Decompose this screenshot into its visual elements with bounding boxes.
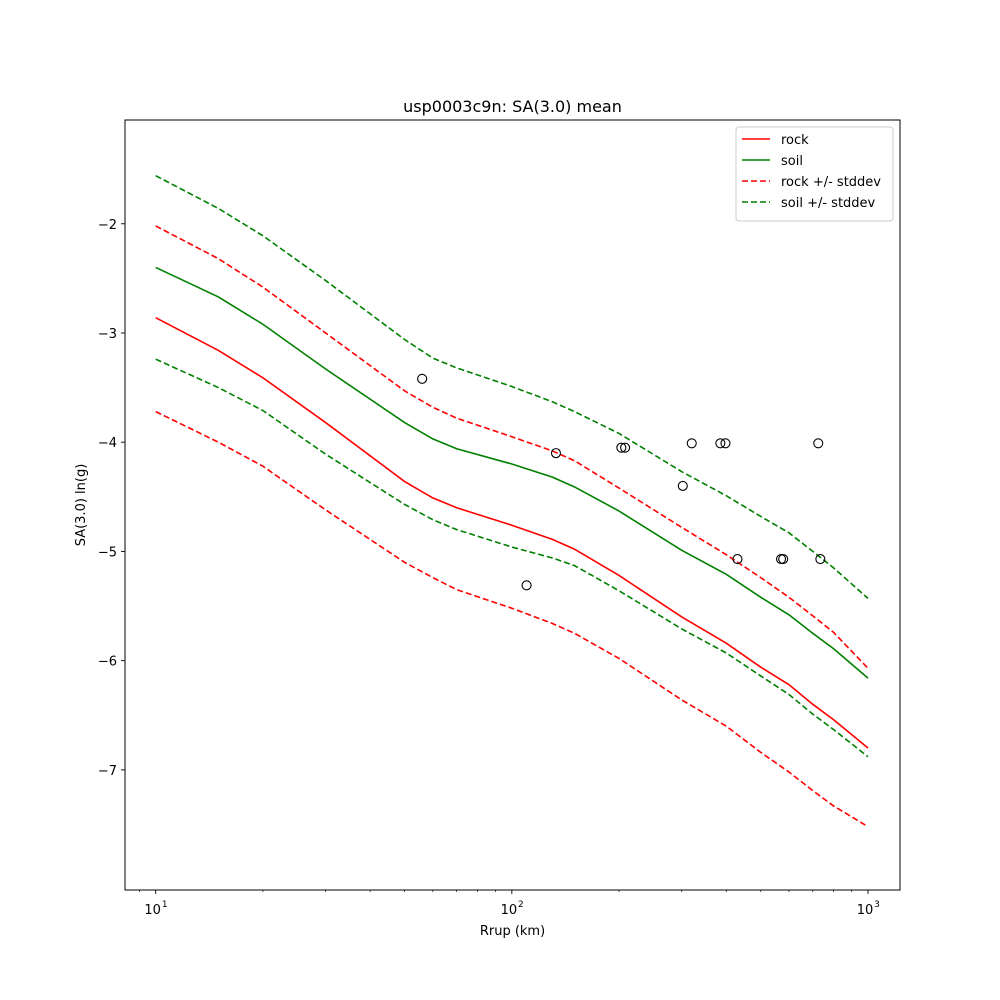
series-line-1 — [155, 266, 869, 679]
y-tick-label: −4 — [98, 436, 117, 451]
scatter-layer — [417, 373, 826, 591]
scatter-point — [686, 438, 697, 449]
scatter-point — [778, 554, 789, 565]
scatter-point — [677, 480, 688, 491]
x-tick-label: 10 — [144, 903, 161, 918]
x-tick-label: 10 — [857, 903, 874, 918]
x-tick-exponent: 2 — [518, 900, 524, 910]
x-tick-exponent: 3 — [874, 900, 880, 910]
scatter-point — [813, 438, 824, 449]
legend-label: rock — [781, 133, 809, 148]
y-axis: −2 −3 −4 −5 −6 −7 — [98, 218, 125, 779]
series-line-3 — [155, 410, 869, 828]
scatter-point — [715, 438, 726, 449]
y-tick-label: −7 — [98, 764, 117, 779]
scatter-point — [775, 554, 787, 565]
scatter-point — [616, 442, 627, 453]
x-tick-exponent: 1 — [162, 900, 168, 910]
series-layer — [155, 174, 869, 828]
series-line-0 — [155, 316, 869, 749]
scatter-point — [732, 554, 743, 565]
series-line-5 — [155, 358, 869, 758]
series-line-4 — [155, 174, 869, 599]
y-tick-label: −5 — [98, 545, 117, 560]
series-line-2 — [155, 225, 869, 669]
y-tick-label: −2 — [98, 218, 117, 233]
scatter-point — [550, 448, 562, 459]
scatter-point — [720, 438, 731, 449]
legend-label: rock +/- stddev — [781, 175, 881, 190]
scatter-point — [417, 373, 428, 384]
legend-label: soil +/- stddev — [781, 196, 876, 211]
x-axis-label: Rrup (km) — [480, 924, 545, 939]
plot-frame — [124, 119, 901, 891]
legend-label: soil — [781, 154, 803, 169]
legend: rock soil rock +/- stddev soil +/- stddev — [735, 126, 894, 222]
x-axis: 10 1 10 2 10 3 — [139, 890, 880, 918]
scatter-point — [620, 442, 631, 453]
y-axis-label: SA(3.0) ln(g) — [74, 464, 89, 547]
y-tick-label: −3 — [98, 327, 117, 342]
legend-box — [735, 126, 894, 222]
chart-title: usp0003c9n: SA(3.0) mean — [403, 97, 622, 116]
x-tick-label: 10 — [501, 903, 518, 918]
scatter-point — [521, 580, 532, 591]
scatter-point — [815, 554, 826, 565]
y-tick-label: −6 — [98, 655, 117, 670]
